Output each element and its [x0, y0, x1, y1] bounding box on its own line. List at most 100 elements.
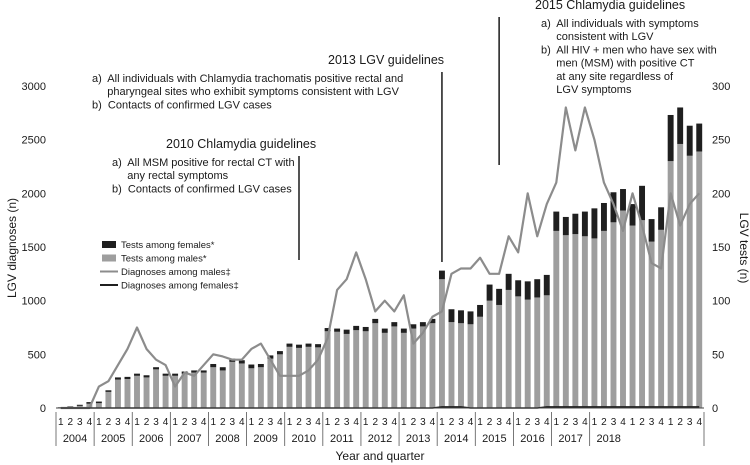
bar-tests-females — [562, 216, 569, 236]
x-tick-quarter: 4 — [163, 417, 169, 428]
bar-tests-males — [296, 347, 302, 408]
annotation-line: a) All MSM positive for rectal CT with — [112, 157, 295, 169]
x-tick-year: 2009 — [253, 433, 277, 445]
bar-tests-females — [458, 310, 464, 324]
x-tick-quarter: 4 — [392, 417, 398, 428]
annotation-line: at any site regardless of — [541, 71, 674, 83]
bar-tests-females — [496, 288, 503, 305]
x-tick-quarter: 4 — [315, 417, 321, 428]
bar-tests-males — [667, 161, 674, 408]
bar-tests-females — [191, 370, 198, 373]
bar-tests-females — [200, 370, 207, 373]
bar-tests-females — [467, 311, 474, 325]
bar-tests-females — [620, 189, 626, 211]
bar-tests-females — [515, 280, 522, 297]
y-tick-left: 0 — [40, 403, 46, 415]
bar-tests-males — [534, 297, 541, 408]
bar-tests-males — [505, 289, 512, 408]
bar-tests-males — [677, 143, 684, 408]
x-tick-quarter: 2 — [411, 417, 417, 428]
bar-tests-males — [353, 330, 360, 408]
bar-tests-males — [515, 296, 522, 408]
x-tick-year: 2004 — [63, 433, 87, 445]
x-tick-quarter: 2 — [296, 417, 302, 428]
x-tick-quarter: 1 — [210, 417, 216, 428]
x-tick-quarter: 3 — [420, 417, 426, 428]
bar-tests-males — [105, 391, 112, 408]
bar-tests-males — [324, 331, 331, 408]
annotation-title: 2010 Chlamydia guidelines — [166, 137, 316, 151]
x-tick-quarter: 2 — [601, 417, 607, 428]
bar-tests-females — [324, 328, 331, 332]
bar-tests-males — [191, 372, 198, 408]
bar-tests-females — [114, 377, 121, 380]
x-tick-quarter: 2 — [182, 417, 188, 428]
bars-layer — [57, 107, 703, 408]
bar-tests-males — [315, 347, 322, 408]
y-tick-right: 50 — [712, 349, 724, 361]
x-tick-quarter: 1 — [630, 417, 636, 428]
bar-tests-females — [286, 343, 293, 347]
bar-tests-females — [238, 360, 245, 364]
bar-tests-males — [477, 316, 484, 408]
bar-tests-females — [686, 125, 693, 156]
bar-tests-males — [600, 230, 607, 408]
bar-tests-females — [372, 318, 379, 324]
legend-swatch — [102, 241, 116, 248]
y-tick-left: 2500 — [22, 135, 46, 147]
bar-tests-females — [95, 401, 102, 404]
x-tick-quarter: 3 — [687, 417, 693, 428]
annotation-line: b) Contacts of confirmed LGV cases — [92, 99, 272, 111]
x-tick-quarter: 1 — [477, 417, 483, 428]
bar-tests-males — [448, 322, 455, 408]
bar-tests-males — [153, 369, 160, 408]
bar-tests-females — [438, 270, 445, 280]
x-tick-quarter: 3 — [153, 417, 159, 428]
x-tick-quarter: 1 — [134, 417, 140, 428]
y-tick-layer: 0 500 1000 1500 2000 2500 3000 0 50 100 150 200 250 3… — [22, 81, 731, 415]
bar-tests-males — [276, 354, 283, 408]
bar-tests-males — [419, 326, 426, 408]
x-tick-quarter: 4 — [696, 417, 702, 428]
bar-tests-males — [686, 155, 693, 408]
annotation-title: 2013 LGV guidelines — [328, 53, 444, 67]
x-tick-quarter: 1 — [668, 417, 674, 428]
bar-tests-females — [219, 367, 226, 371]
x-tick-quarter: 3 — [534, 417, 540, 428]
x-tick-quarter: 1 — [439, 417, 445, 428]
bar-tests-females — [677, 107, 684, 144]
bar-tests-females — [448, 309, 455, 323]
bar-tests-females — [429, 318, 436, 324]
line-diagnoses-males — [60, 106, 701, 410]
bar-tests-males — [581, 236, 588, 408]
bar-tests-males — [248, 368, 255, 408]
bar-tests-males — [610, 222, 617, 408]
bar-tests-females — [410, 324, 417, 329]
x-tick-year: 2011 — [330, 433, 354, 445]
bar-tests-females — [86, 402, 93, 404]
x-tick-quarter: 1 — [287, 417, 293, 428]
annotation-line: consistent with LGV — [541, 31, 654, 43]
legend-label: Diagnoses among males‡ — [121, 267, 231, 278]
bar-tests-females — [172, 373, 179, 376]
y-tick-right: 200 — [712, 188, 730, 200]
bar-tests-males — [267, 358, 274, 408]
x-tick-quarter: 4 — [544, 417, 550, 428]
bar-tests-males — [486, 300, 493, 408]
bar-tests-males — [124, 379, 131, 408]
x-tick-quarter: 3 — [344, 417, 350, 428]
x-tick-year: 2012 — [368, 433, 392, 445]
bar-tests-females — [248, 364, 255, 369]
bar-tests-females — [334, 328, 341, 332]
bar-tests-females — [143, 375, 150, 378]
annotation-line: a) All individuals with Chlamydia tracho… — [92, 73, 403, 85]
x-tick-year: 2014 — [444, 433, 468, 445]
bar-tests-females — [477, 304, 484, 317]
bar-tests-males — [238, 363, 245, 408]
y-tick-left: 1500 — [22, 242, 46, 254]
bar-tests-males — [648, 241, 655, 408]
bar-tests-males — [620, 210, 626, 408]
bar-tests-females — [667, 114, 674, 162]
bar-tests-males — [334, 331, 341, 408]
legend-label: Tests among males* — [121, 254, 207, 265]
